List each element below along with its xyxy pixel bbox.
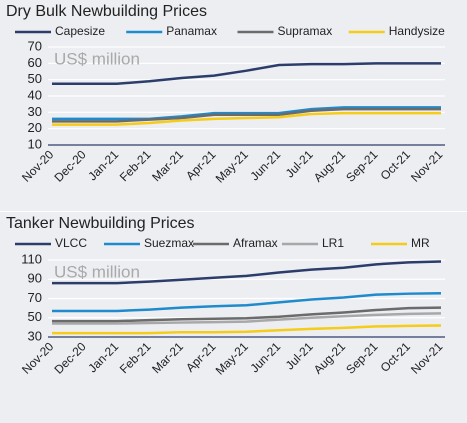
legend-label: Capesize [55,24,105,38]
annotation: US$ million [54,262,140,281]
y-tick-label: 30 [28,104,42,119]
y-tick-label: 90 [28,271,42,286]
series-line [52,291,442,313]
series-line [52,260,442,285]
y-tick-label: 70 [28,290,42,305]
y-tick-label: 20 [28,120,42,135]
legend-label: VLCC [55,236,87,250]
y-tick-label: 50 [28,309,42,324]
legend-label: Supramax [278,24,333,38]
plot-background [0,0,467,211]
annotation: US$ million [54,49,140,68]
chart-title: Tanker Newbuilding Prices [6,215,195,232]
y-tick-label: 60 [28,55,42,70]
series-line [52,312,442,325]
legend-label: Panamax [166,24,217,38]
legend-label: Suezmax [144,236,194,250]
legend-label: Handysize [389,24,445,38]
y-tick-label: 30 [28,328,42,343]
legend-label: LR1 [322,236,344,250]
series-line [52,107,441,123]
y-tick-label: 70 [28,38,42,53]
chart-title: Dry Bulk Newbuilding Prices [6,3,207,20]
y-tick-label: 110 [21,251,42,266]
series-line [52,106,441,121]
y-tick-label: 50 [28,71,42,86]
series-line [52,62,441,85]
series-line [52,324,442,335]
y-tick-label: 40 [28,87,42,102]
legend-label: MR [411,236,430,250]
y-tick-label: 10 [28,136,42,151]
legend-label: Aframax [233,236,278,250]
series-line [52,111,441,126]
series-line [52,306,442,323]
